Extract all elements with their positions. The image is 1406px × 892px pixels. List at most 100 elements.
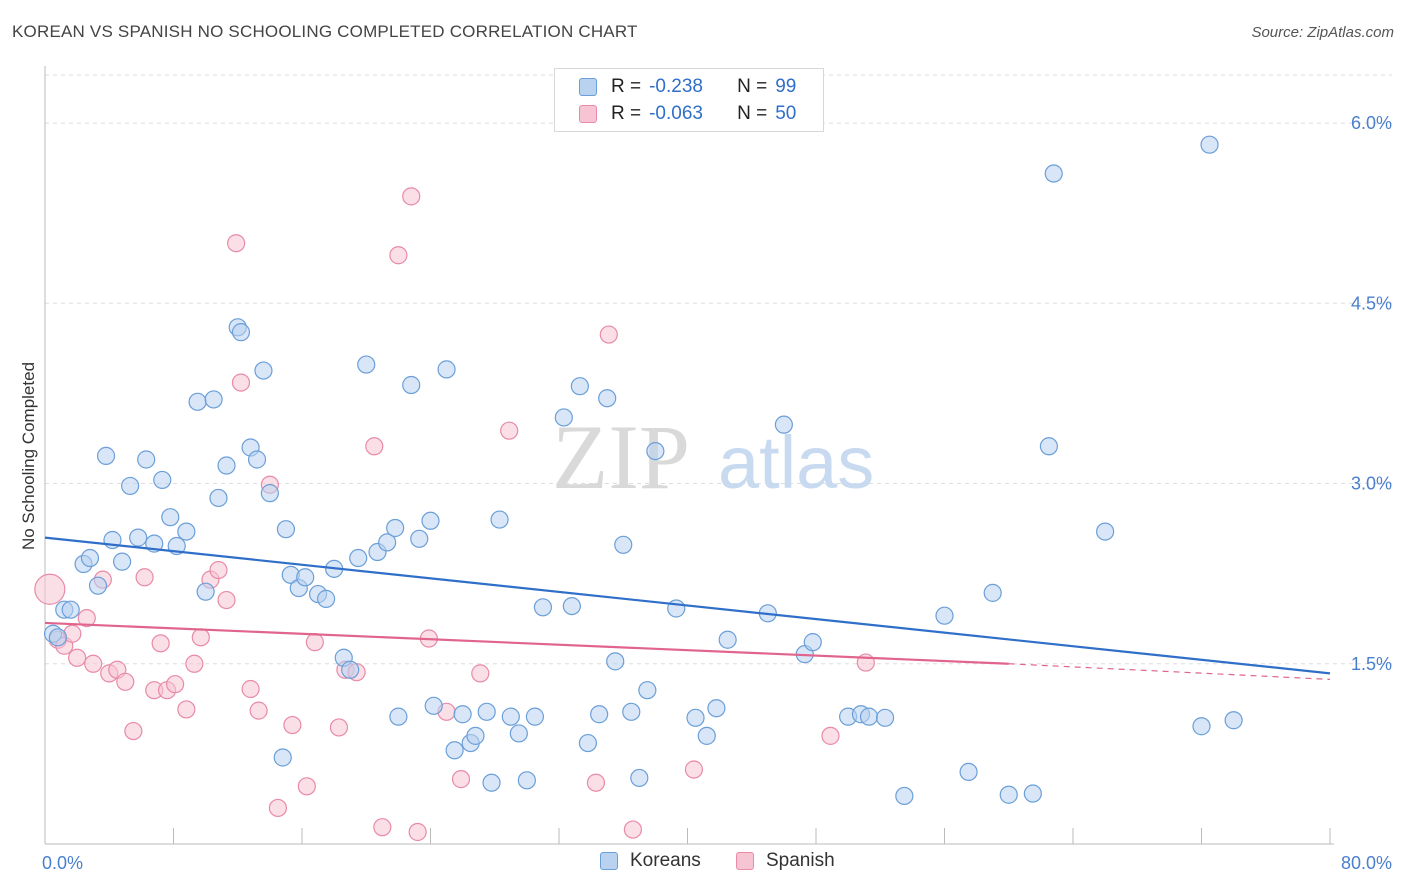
korean-point <box>410 529 429 548</box>
korean-point <box>1023 784 1042 803</box>
korean-point <box>935 606 954 625</box>
spanish-point <box>821 726 840 745</box>
series-swatch-koreans <box>600 852 618 870</box>
spanish-trend-extension <box>1008 663 1331 680</box>
korean-point <box>48 628 67 647</box>
korean-point <box>341 660 360 679</box>
korean-point <box>137 450 156 469</box>
spanish-point <box>599 325 618 344</box>
legend-row-koreans: R = -0.238 N = 99 <box>579 75 796 99</box>
korean-point <box>273 748 292 767</box>
korean-point <box>803 633 822 652</box>
spanish-point <box>389 246 408 265</box>
spanish-point <box>185 654 204 673</box>
correlation-legend: R = -0.238 N = 99 R = -0.063 N = 50 <box>554 68 824 132</box>
spanish-point <box>373 818 392 837</box>
series-legend-spanish[interactable]: Spanish <box>736 850 835 872</box>
korean-point <box>517 771 536 790</box>
spanish-point <box>329 718 349 737</box>
korean-point <box>646 441 665 461</box>
korean-point <box>774 415 793 434</box>
korean-point <box>402 375 421 395</box>
y-axis-title: No Schooling Completed <box>19 362 38 550</box>
spanish-point <box>217 590 236 610</box>
korean-point <box>875 708 895 727</box>
korean-point <box>707 699 726 718</box>
korean-point <box>630 768 649 788</box>
watermark-atlas: atlas <box>718 421 874 504</box>
korean-point <box>349 548 368 568</box>
korean-point <box>638 681 657 700</box>
spanish-points <box>34 187 875 842</box>
korean-point <box>554 408 573 427</box>
korean-point <box>296 568 315 587</box>
chart-source: Source: ZipAtlas.com <box>1251 24 1394 41</box>
y-tick-label: 3.0% <box>1351 474 1392 494</box>
korean-point <box>209 488 228 508</box>
korean-point <box>1224 711 1243 730</box>
series-swatch-spanish <box>736 852 754 870</box>
x-tick-label-max: 80.0% <box>1341 853 1392 873</box>
korean-point <box>254 361 273 380</box>
legend-r-value-koreans: -0.238 <box>649 76 703 97</box>
korean-point <box>667 599 686 618</box>
spanish-point <box>586 773 606 792</box>
korean-point <box>260 484 279 503</box>
korean-point <box>1096 522 1115 541</box>
spanish-trend-line <box>44 621 1009 665</box>
korean-point <box>437 360 456 379</box>
korean-point <box>562 596 581 616</box>
x-tick-label-min: 0.0% <box>42 853 83 873</box>
spanish-point <box>451 770 471 789</box>
spanish-point <box>77 609 96 628</box>
korean-point <box>188 392 207 411</box>
chart-title: KOREAN VS SPANISH NO SCHOOLING COMPLETED… <box>12 22 638 41</box>
korean-point <box>482 773 501 792</box>
spanish-point <box>305 633 324 652</box>
spanish-point <box>471 664 490 683</box>
spanish-point <box>684 760 704 779</box>
series-legend-koreans[interactable]: Koreans <box>600 850 701 872</box>
legend-n-value-spanish: 50 <box>775 103 797 124</box>
legend-n-label: N = <box>737 76 768 97</box>
y-tick-label: 1.5% <box>1351 654 1392 674</box>
spanish-point <box>116 672 135 691</box>
korean-point <box>614 535 633 554</box>
spanish-point <box>365 437 384 456</box>
watermark: ZIP atlas <box>552 406 874 508</box>
korean-point <box>490 510 509 529</box>
korean-point <box>153 470 172 490</box>
korean-point <box>622 702 641 721</box>
spanish-point <box>231 373 251 392</box>
spanish-point <box>151 634 170 653</box>
korean-point <box>378 533 397 552</box>
spanish-point <box>124 721 143 741</box>
spanish-point <box>249 701 268 720</box>
korean-point <box>606 652 625 671</box>
korean-point <box>1039 437 1059 456</box>
legend-swatch-koreans <box>579 78 597 96</box>
korean-point <box>959 762 978 782</box>
korean-trend-line <box>44 536 1331 675</box>
korean-point <box>177 522 196 541</box>
korean-point <box>590 705 609 724</box>
korean-point <box>389 707 408 726</box>
korean-point <box>578 733 598 753</box>
korean-point <box>121 476 140 496</box>
legend-swatch-spanish <box>579 105 597 123</box>
korean-point <box>509 724 528 743</box>
korean-point <box>533 598 553 617</box>
axis-labels: No Schooling Completed 0.0% 80.0% 1.5% 3.… <box>19 113 1392 873</box>
legend-n-label: N = <box>737 103 768 124</box>
korean-point <box>697 726 716 745</box>
korean-point <box>421 511 440 530</box>
korean-point <box>88 576 108 595</box>
axes <box>44 66 1334 845</box>
korean-point <box>718 630 737 649</box>
spanish-point <box>166 675 185 694</box>
legend-row-spanish: R = -0.063 N = 50 <box>579 102 796 126</box>
korean-point <box>859 707 879 726</box>
korean-point <box>196 582 215 601</box>
series-label-spanish: Spanish <box>766 850 835 871</box>
